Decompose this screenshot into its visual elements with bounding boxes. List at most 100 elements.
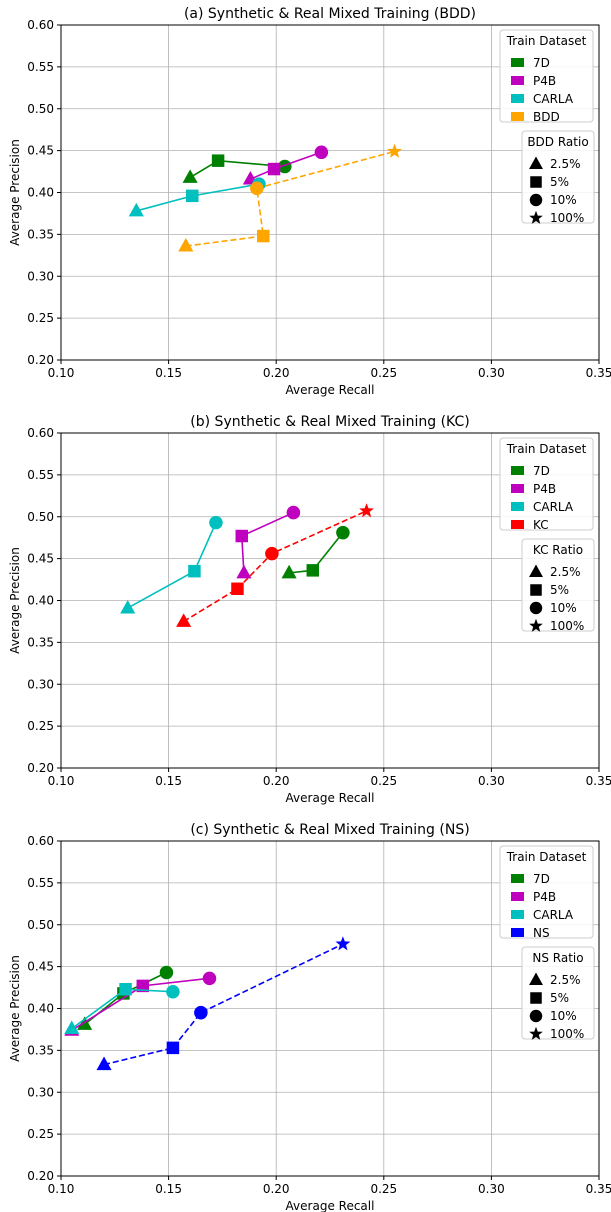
data-point — [166, 984, 180, 999]
x-tick-label: 0.10 — [48, 366, 75, 380]
data-point — [119, 982, 132, 996]
ratio-legend-marker — [529, 210, 543, 224]
chart-title: (c) Synthetic & Real Mixed Training (NS) — [190, 822, 469, 838]
data-point — [286, 505, 301, 520]
ratio-legend-label: 10% — [550, 601, 577, 615]
legend-title: Train Dataset — [506, 34, 587, 48]
ratio-legend-marker — [530, 584, 542, 596]
data-point — [250, 181, 264, 196]
legend-train-dataset: Train Dataset 7D P4B CARLA NS — [499, 845, 594, 940]
ratio-legend-marker — [529, 972, 543, 986]
x-tick-label: 0.15 — [155, 366, 182, 380]
data-point — [96, 1056, 112, 1071]
y-tick-label: 0.55 — [27, 60, 54, 74]
data-point — [136, 979, 150, 993]
series-P4B — [235, 505, 301, 579]
x-tick-label: 0.30 — [478, 774, 505, 788]
series-BDD — [178, 143, 402, 252]
data-point — [182, 169, 198, 183]
data-point — [186, 189, 199, 203]
y-tick-label: 0.30 — [27, 677, 54, 691]
legend-entry-label: KC — [533, 518, 549, 532]
y-tick-label: 0.25 — [27, 719, 54, 733]
data-point — [281, 564, 297, 579]
ratio-legend-label: 100% — [550, 1027, 584, 1041]
legend-swatch — [511, 76, 524, 85]
legend-swatch — [511, 112, 524, 121]
y-tick-label: 0.50 — [27, 510, 54, 524]
y-tick-label: 0.40 — [27, 186, 54, 200]
x-tick-label: 0.35 — [586, 774, 611, 788]
y-tick-label: 0.50 — [27, 102, 54, 116]
y-tick-label: 0.40 — [27, 1002, 54, 1016]
ratio-legend-label: 5% — [550, 175, 569, 189]
ratio-legend-label: 10% — [550, 1009, 577, 1023]
series-7D — [182, 154, 292, 183]
ratio-legend-label: 2.5% — [550, 157, 581, 171]
x-tick-label: 0.20 — [263, 1182, 290, 1196]
ratio-legend-title: KC Ratio — [533, 543, 583, 557]
legend-swatch — [511, 910, 524, 919]
y-tick-label: 0.60 — [27, 426, 54, 440]
ratio-legend-marker — [529, 193, 543, 207]
legend-entry-label: P4B — [533, 74, 556, 88]
ratio-legend-marker — [529, 156, 543, 170]
y-tick-label: 0.40 — [27, 594, 54, 608]
y-tick-label: 0.45 — [27, 144, 54, 158]
ratio-legend-title: BDD Ratio — [527, 135, 588, 149]
legend-swatch — [511, 58, 524, 67]
chart-panel-1: 0.10 0.15 0.20 0.25 0.30 0.35 0.20 0.25 0.30 0.35… — [8, 414, 611, 805]
ratio-legend-label: 100% — [550, 619, 584, 633]
legend-entry-label: BDD — [533, 110, 560, 124]
legend-entry-label: CARLA — [533, 500, 574, 514]
x-tick-label: 0.20 — [263, 774, 290, 788]
legend-swatch — [511, 94, 524, 103]
chart-title: (a) Synthetic & Real Mixed Training (BDD… — [184, 6, 476, 22]
x-tick-label: 0.35 — [586, 366, 611, 380]
y-tick-label: 0.35 — [27, 227, 54, 241]
legend-entry-label: 7D — [533, 56, 550, 70]
data-point — [166, 1041, 180, 1055]
legend-swatch — [511, 484, 524, 493]
legend-entry-label: 7D — [533, 464, 550, 478]
y-tick-label: 0.20 — [27, 1169, 54, 1183]
ratio-legend-label: 5% — [550, 991, 569, 1005]
legend-train-dataset: Train Dataset 7D P4B CARLA BDD — [499, 29, 594, 124]
y-axis-label: Average Precision — [8, 547, 22, 654]
y-tick-label: 0.60 — [27, 18, 54, 32]
series-KC — [176, 503, 374, 627]
legend-entry-label: 7D — [533, 872, 550, 886]
legend-ratio: KC Ratio 2.5% 5% 10% 100% — [521, 538, 595, 633]
data-point — [209, 515, 223, 530]
y-tick-label: 0.30 — [27, 269, 54, 283]
chart-title: (b) Synthetic & Real Mixed Training (KC) — [190, 414, 469, 430]
chart-panel-2: 0.10 0.15 0.20 0.25 0.30 0.35 0.20 0.25 0.30 0.35… — [8, 822, 611, 1212]
data-point — [159, 965, 174, 980]
data-point — [120, 599, 136, 614]
data-point — [267, 162, 281, 176]
data-point — [202, 971, 217, 986]
data-point — [335, 936, 351, 951]
data-point — [194, 1005, 208, 1020]
data-point — [306, 564, 320, 577]
ratio-legend-marker — [529, 1026, 543, 1040]
ratio-legend-label: 2.5% — [550, 565, 581, 579]
x-tick-label: 0.15 — [155, 774, 182, 788]
series-line — [103, 943, 344, 1066]
y-tick-label: 0.25 — [27, 311, 54, 325]
legend-entry-label: P4B — [533, 482, 556, 496]
x-tick-label: 0.15 — [155, 1182, 182, 1196]
data-point — [336, 525, 350, 540]
series-NS — [96, 936, 351, 1071]
legend-swatch — [511, 928, 524, 937]
series-7D — [281, 525, 350, 579]
series-line — [183, 510, 367, 623]
x-tick-label: 0.25 — [370, 1182, 397, 1196]
x-tick-label: 0.25 — [370, 774, 397, 788]
ratio-legend-label: 5% — [550, 583, 569, 597]
legend-entry-label: NS — [533, 926, 550, 940]
ratio-legend-marker — [530, 176, 542, 188]
data-point — [64, 1020, 80, 1035]
y-tick-label: 0.60 — [27, 834, 54, 848]
